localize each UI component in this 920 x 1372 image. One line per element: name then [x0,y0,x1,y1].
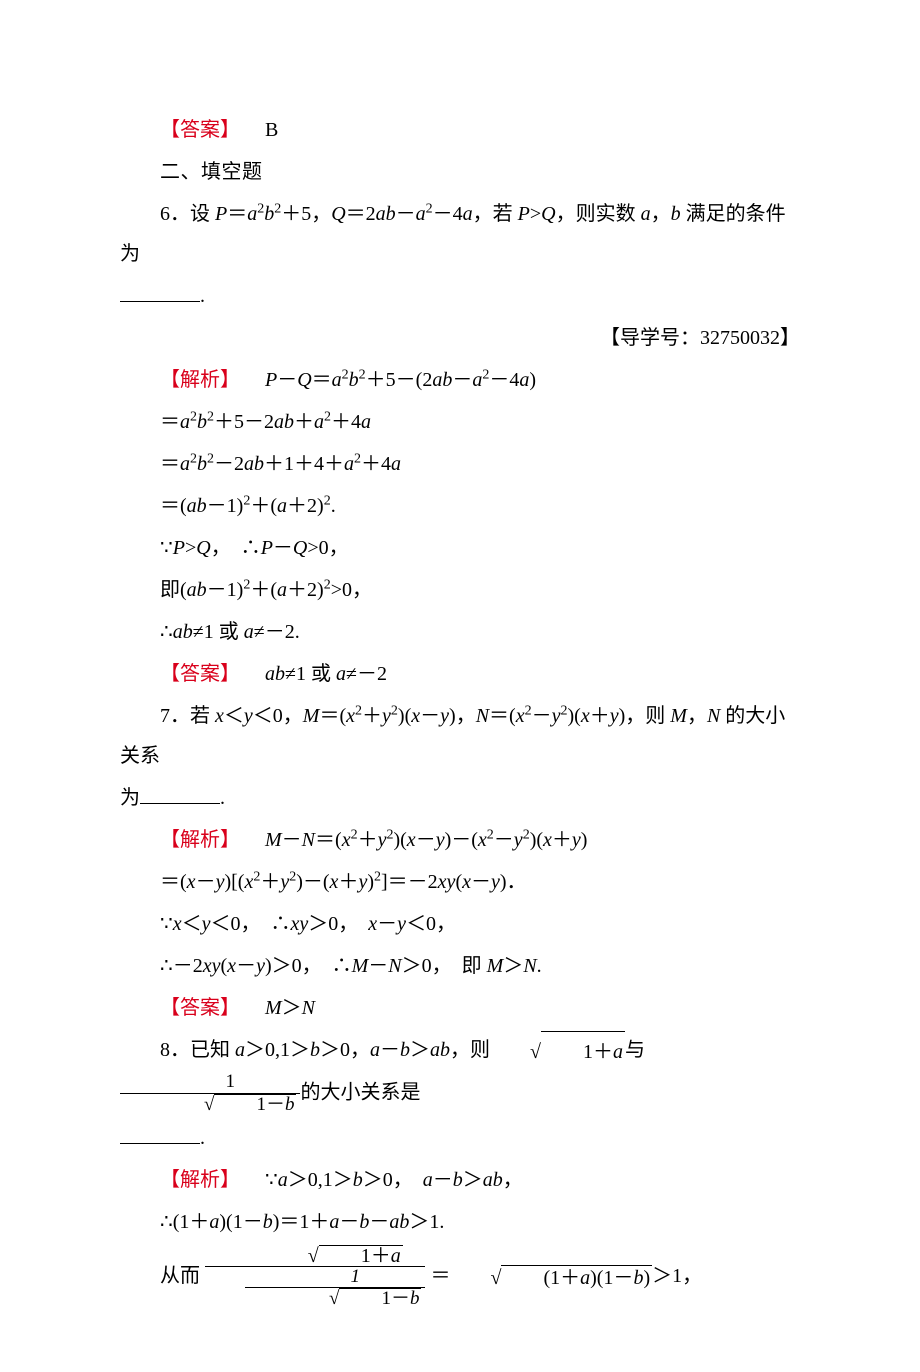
q6-reason-2: 即(ab－1)2＋(a＋2)2>0， [120,570,800,610]
q8-frac-den: 1－b [120,1093,300,1116]
q7-reason-1: ∵x＜y＜0， ∴xy＞0， x－y＜0， [120,904,800,944]
q7-answer: M＞N [245,997,315,1019]
q8-analysis-2: ∴(1＋a)(1－b)＝1＋a－b－ab＞1. [120,1202,800,1242]
q8-frac-num: 1 [120,1072,300,1093]
answer-label-3: 【答案】 [160,997,240,1019]
q7-answer-line: 【答案】 M＞N [120,988,800,1028]
analysis-label: 【解析】 [160,369,240,391]
q6-blank-line: . [120,276,800,316]
q7-analysis-1: 【解析】 M－N＝(x2＋y2)(x－y)－(x2－y2)(x＋y) [120,820,800,860]
q6-stem: 6．设 P＝a2b2＋5，Q＝2ab－a2－4a，若 P>Q，则实数 a，b 满… [120,194,800,274]
q8-frac-line: 从而 1＋a 1 1－b ＝(1＋a)(1－b)＞1， [120,1244,800,1311]
q8-bf-den-den: 1－b [245,1287,425,1310]
q8-blank-line: . [120,1118,800,1158]
answer-label-2: 【答案】 [160,663,240,685]
q6-answer-line: 【答案】 ab≠1 或 a≠－2 [120,654,800,694]
answer-label: 【答案】 [160,119,240,141]
q5-answer: B [265,119,278,141]
q6-analysis-3: ＝a2b2－2ab＋1＋4＋a2＋4a [120,444,800,484]
q8-big-frac: 1＋a 1 1－b [205,1244,425,1311]
q6-analysis-1: 【解析】 P－Q＝a2b2＋5－(2ab－a2－4a) [120,360,800,400]
q7-analysis-2: ＝(x－y)[(x2＋y2)－(x＋y)2]＝－2xy(x－y)． [120,862,800,902]
q7-stem-2: 为. [120,778,800,818]
q6-ref: 【导学号：32750032】 [120,318,800,358]
analysis-label-3: 【解析】 [160,1169,240,1191]
q6-a1: P－Q＝a2b2＋5－(2ab－a2－4a) [245,369,536,391]
q8-stem-suffix: 的大小关系是 [300,1081,420,1103]
analysis-label-2: 【解析】 [160,829,240,851]
q6-blank [120,301,200,302]
q8-bf-num: 1＋a [205,1244,425,1266]
q8-frac: 1 1－b [120,1072,300,1116]
section-2-heading: 二、填空题 [120,152,800,192]
q8-frac-prefix: 从而 [160,1265,200,1287]
q5-answer-line: 【答案】 B [120,110,800,150]
q6-reason-1: ∵P>Q， ∴P－Q>0， [120,528,800,568]
q8-frac-rhs: ＝(1＋a)(1－b)＞1， [430,1265,702,1287]
q5-answer-letter [245,119,265,141]
q8-stem-prefix: 8．已知 a＞0,1＞b＞0，a－b＞ab，则 [160,1039,490,1061]
q8-bf-den-num: 1 [245,1267,425,1288]
q7-reason-2: ∴－2xy(x－y)＞0， ∴M－N＞0， 即 M＞N. [120,946,800,986]
q7-stem: 7．若 x＜y＜0，M＝(x2＋y2)(x－y)，N＝(x2－y2)(x＋y)，… [120,696,800,776]
q8-bf-den: 1 1－b [205,1266,425,1311]
q6-q-def: Q＝2ab－a2－4a [331,203,472,225]
q6-stem-prefix: 6．设 [160,203,215,225]
q8-analysis-1: 【解析】 ∵a＞0,1＞b＞0， a－b＞ab， [120,1160,800,1200]
q6-reason-3: ∴ab≠1 或 a≠－2. [120,612,800,652]
q8-stem-mid2: 与 [625,1039,645,1061]
q8-stem: 8．已知 a＞0,1＞b＞0，a－b＞ab，则1＋a与 1 1－b 的大小关系是 [120,1030,800,1116]
q6-analysis-2: ＝a2b2＋5－2ab＋a2＋4a [120,402,800,442]
q8-blank [120,1143,200,1144]
q8-a1: ∵a＞0,1＞b＞0， a－b＞ab， [245,1169,523,1191]
q7-blank [140,803,220,804]
q6-answer: ab≠1 或 a≠－2 [245,663,387,685]
q6-analysis-4: ＝(ab－1)2＋(a＋2)2. [120,486,800,526]
q6-p-def: P＝a2b2＋5 [215,203,311,225]
q7-a1: M－N＝(x2＋y2)(x－y)－(x2－y2)(x＋y) [245,829,587,851]
sqrt-1pa: 1＋a [490,1031,625,1072]
